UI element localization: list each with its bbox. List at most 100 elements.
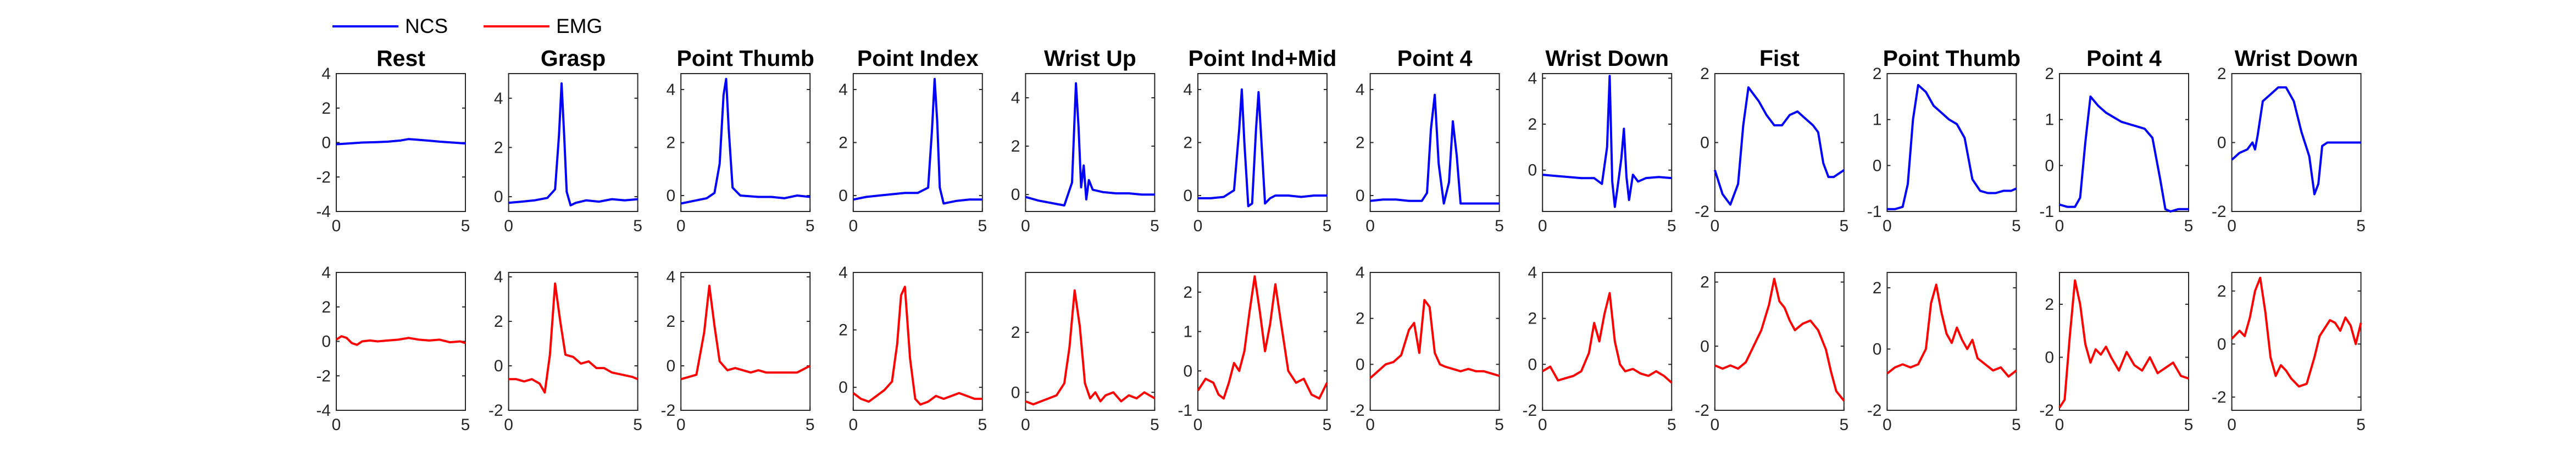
y-tick-label: 2 bbox=[1700, 274, 1709, 292]
x-tick-label: 0 bbox=[2227, 217, 2236, 235]
subplot-title: Wrist Down bbox=[1545, 46, 1669, 71]
y-tick-label: -2 bbox=[1350, 402, 1365, 420]
x-tick-label: 0 bbox=[1193, 217, 1203, 235]
y-tick-label: 1 bbox=[2045, 111, 2054, 129]
y-tick-label: -2 bbox=[2212, 388, 2227, 406]
x-tick-label: 5 bbox=[1495, 217, 1504, 235]
y-tick-label: 0 bbox=[2217, 134, 2227, 152]
series-line-emg bbox=[508, 282, 639, 394]
x-tick-label: 5 bbox=[1667, 416, 1676, 434]
series-line-ncs bbox=[336, 138, 466, 146]
x-tick-label: 5 bbox=[1150, 416, 1159, 434]
y-tick-label: 4 bbox=[839, 264, 848, 282]
axes-frame bbox=[1025, 272, 1156, 411]
y-tick-label: 4 bbox=[321, 264, 331, 282]
series-line-ncs bbox=[1198, 88, 1327, 208]
series-line-emg bbox=[335, 335, 466, 346]
y-tick-label: 0 bbox=[1528, 161, 1537, 180]
x-tick-label: 5 bbox=[1839, 416, 1848, 434]
subplot-title: Point Index bbox=[857, 46, 979, 71]
y-tick-label: 0 bbox=[839, 187, 848, 205]
x-tick-label: 0 bbox=[2055, 217, 2064, 235]
series-line-ncs bbox=[1025, 82, 1155, 207]
axes-frame bbox=[1886, 73, 2017, 212]
y-tick-label: 0 bbox=[2217, 335, 2227, 353]
y-tick-label: 0 bbox=[1700, 337, 1709, 355]
y-tick-label: 2 bbox=[321, 99, 331, 118]
x-tick-label: 0 bbox=[1883, 217, 1892, 235]
x-tick-label: 5 bbox=[2012, 217, 2021, 235]
x-tick-label: 5 bbox=[461, 416, 470, 434]
x-tick-label: 0 bbox=[332, 217, 341, 235]
series-line-emg bbox=[1369, 299, 1500, 379]
x-tick-label: 0 bbox=[504, 217, 513, 235]
y-tick-label: 0 bbox=[1873, 340, 1882, 358]
y-tick-label: 2 bbox=[494, 313, 503, 331]
y-tick-label: 4 bbox=[1356, 264, 1365, 282]
axes-frame bbox=[2231, 272, 2362, 411]
x-tick-label: 0 bbox=[848, 217, 858, 235]
y-tick-label: 0 bbox=[1528, 355, 1537, 374]
y-tick-label: 0 bbox=[1356, 187, 1365, 205]
subplot-emg-4: 0 2 4 0 5 bbox=[839, 264, 987, 434]
axes-frame bbox=[852, 73, 983, 212]
x-tick-label: 5 bbox=[978, 416, 987, 434]
y-tick-label: -4 bbox=[316, 203, 331, 221]
x-tick-label: 5 bbox=[461, 217, 470, 235]
y-tick-label: 4 bbox=[494, 90, 503, 108]
axes-frame bbox=[1714, 272, 1845, 411]
y-tick-label: 2 bbox=[2217, 65, 2227, 83]
subplot-ncs-7: 0 2 4 0 5 Point 4 bbox=[1356, 46, 1504, 235]
y-tick-label: 4 bbox=[667, 268, 676, 286]
x-tick-label: 0 bbox=[1538, 217, 1547, 235]
x-tick-label: 0 bbox=[2055, 416, 2064, 434]
axes-frame bbox=[1369, 272, 1500, 411]
x-tick-label: 5 bbox=[2012, 416, 2021, 434]
y-tick-label: 2 bbox=[839, 134, 848, 152]
y-tick-label: 0 bbox=[1356, 355, 1365, 374]
y-tick-label: -2 bbox=[1695, 203, 1709, 221]
axes-frame bbox=[2059, 73, 2189, 212]
y-tick-label: -2 bbox=[2212, 203, 2227, 221]
y-tick-label: 2 bbox=[2045, 296, 2054, 314]
x-tick-label: 5 bbox=[2184, 416, 2194, 434]
x-tick-label: 0 bbox=[1883, 416, 1892, 434]
subplot-emg-5: 0 2 0 5 bbox=[1011, 272, 1159, 434]
y-tick-label: 2 bbox=[2045, 65, 2054, 83]
y-tick-label: 4 bbox=[1528, 264, 1537, 282]
y-tick-label: 4 bbox=[321, 65, 331, 83]
axes-frame bbox=[1542, 272, 1673, 411]
series-line-emg bbox=[1542, 292, 1673, 384]
series-line-emg bbox=[852, 286, 982, 406]
y-tick-label: -2 bbox=[2039, 402, 2054, 420]
x-tick-label: 0 bbox=[504, 416, 513, 434]
y-tick-label: 2 bbox=[1528, 115, 1537, 133]
x-tick-label: 0 bbox=[1193, 416, 1203, 434]
x-tick-label: 0 bbox=[676, 217, 686, 235]
axes-frame bbox=[508, 272, 639, 411]
x-tick-label: 5 bbox=[806, 217, 815, 235]
x-tick-label: 5 bbox=[1323, 217, 1332, 235]
legend-label-ncs: NCS bbox=[405, 15, 448, 37]
x-tick-label: 5 bbox=[1667, 217, 1676, 235]
x-tick-label: 5 bbox=[1495, 416, 1504, 434]
y-tick-label: 2 bbox=[667, 134, 676, 152]
x-tick-label: 5 bbox=[1323, 416, 1332, 434]
y-tick-label: 2 bbox=[1528, 310, 1537, 328]
y-tick-label: 2 bbox=[1183, 283, 1192, 302]
y-tick-label: -2 bbox=[1523, 402, 1537, 420]
axes-frame bbox=[508, 73, 639, 212]
series-line-emg bbox=[680, 285, 811, 381]
y-tick-label: 0 bbox=[1011, 383, 1020, 402]
y-tick-label: 2 bbox=[1873, 65, 1882, 83]
subplot-title: Point Ind+Mid bbox=[1189, 46, 1337, 71]
series-line-emg bbox=[1714, 277, 1845, 402]
legend: NCS EMG bbox=[332, 15, 602, 37]
subplot-ncs-3: 0 2 4 0 5 Point Thumb bbox=[667, 46, 815, 235]
